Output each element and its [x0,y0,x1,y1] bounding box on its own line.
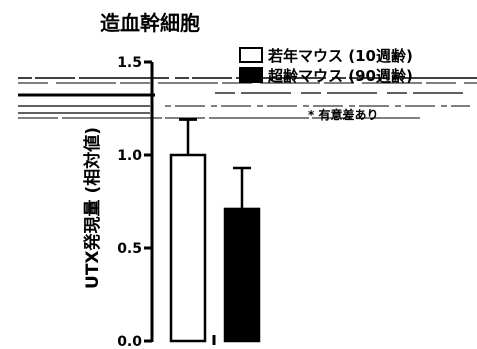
legend-label-young: 若年マウス (10週齢) [267,47,413,65]
legend-swatch-young [239,47,263,63]
y-tick-label: 1.0 [117,148,142,164]
significance-note: * 有意差あり [308,107,378,122]
y-axis [150,62,216,345]
y-tick-label: 0.0 [117,334,142,349]
bars [169,153,261,343]
bar-old [223,207,261,343]
bar-young [169,153,207,343]
legend-swatch-old [239,67,263,83]
legend-label-old: 超齢マウス (90週齢) [267,67,413,85]
chart-title: 造血幹細胞 [100,11,200,35]
error-bars [179,118,251,209]
legend: 若年マウス (10週齢) 超齢マウス (90週齢) [239,47,413,85]
y-tick-label: 0.5 [117,241,142,257]
y-tick-label: 1.5 [117,55,142,71]
y-ticks: 0.0 0.5 1.0 1.5 [117,55,152,349]
y-axis-label: UTX発現量 (相対値) [82,127,103,289]
